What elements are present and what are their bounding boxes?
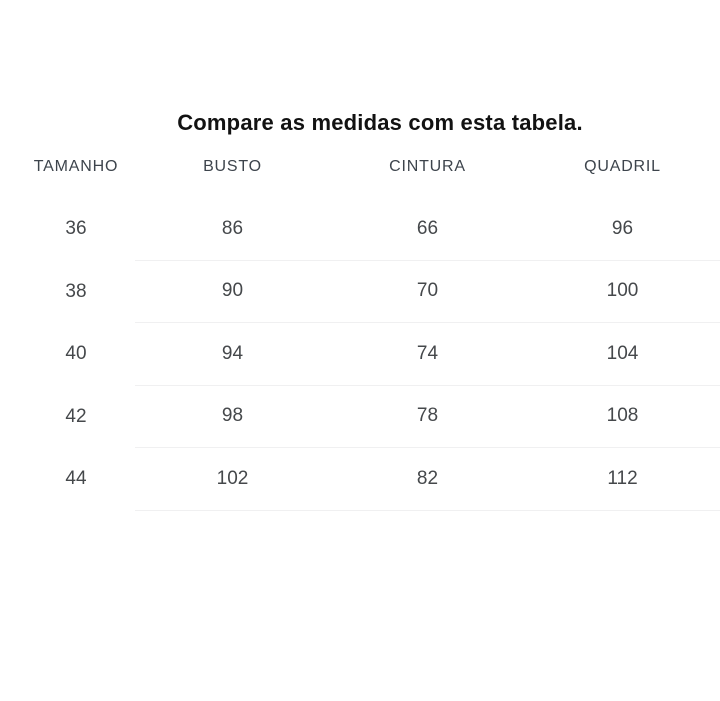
header-row-rest: BUSTO CINTURA QUADRIL [135,136,720,198]
quadril-cell: 100 [606,280,639,302]
column-header-busto: BUSTO [203,158,262,175]
table-row: 38 90 70 100 [0,261,720,323]
table-row: 44 102 82 112 [0,448,720,511]
row-measurements: 86 66 96 [135,198,720,261]
row-measurements: 102 82 112 [135,448,720,511]
page-title: Compare as medidas com esta tabela. [177,110,583,135]
size-cell: 36 [65,218,87,240]
row-measurements: 94 74 104 [135,323,720,386]
quadril-cell: 104 [606,342,639,364]
row-measurements: 90 70 100 [135,261,720,323]
busto-cell: 90 [221,280,244,302]
busto-cell: 86 [221,217,244,239]
size-cell: 44 [65,468,87,490]
column-header-cintura: CINTURA [389,158,466,175]
busto-cell: 94 [221,342,244,364]
quadril-cell: 112 [607,467,638,489]
row-measurements: 98 78 108 [135,386,720,448]
busto-cell: 98 [221,405,244,427]
size-cell: 40 [65,343,87,365]
cintura-cell: 74 [416,342,439,364]
quadril-cell: 108 [606,405,639,427]
table-row: 42 98 78 108 [0,386,720,448]
cintura-cell: 66 [416,217,439,239]
column-header-tamanho: TAMANHO [33,158,119,175]
cintura-cell: 82 [416,467,439,489]
cintura-cell: 78 [416,405,439,427]
size-guide-page: Compare as medidas com esta tabela. TAMA… [0,110,720,701]
quadril-cell: 96 [611,217,634,239]
cintura-cell: 70 [416,280,439,302]
size-table: TAMANHO BUSTO CINTURA QUADRIL 36 86 66 9… [0,136,720,511]
size-cell: 38 [65,280,87,302]
table-header-row: TAMANHO BUSTO CINTURA QUADRIL [0,136,720,198]
busto-cell: 102 [216,467,249,489]
table-row: 36 86 66 96 [0,198,720,261]
size-cell: 42 [65,405,87,427]
table-row: 40 94 74 104 [0,323,720,386]
column-header-quadril: QUADRIL [584,158,661,175]
